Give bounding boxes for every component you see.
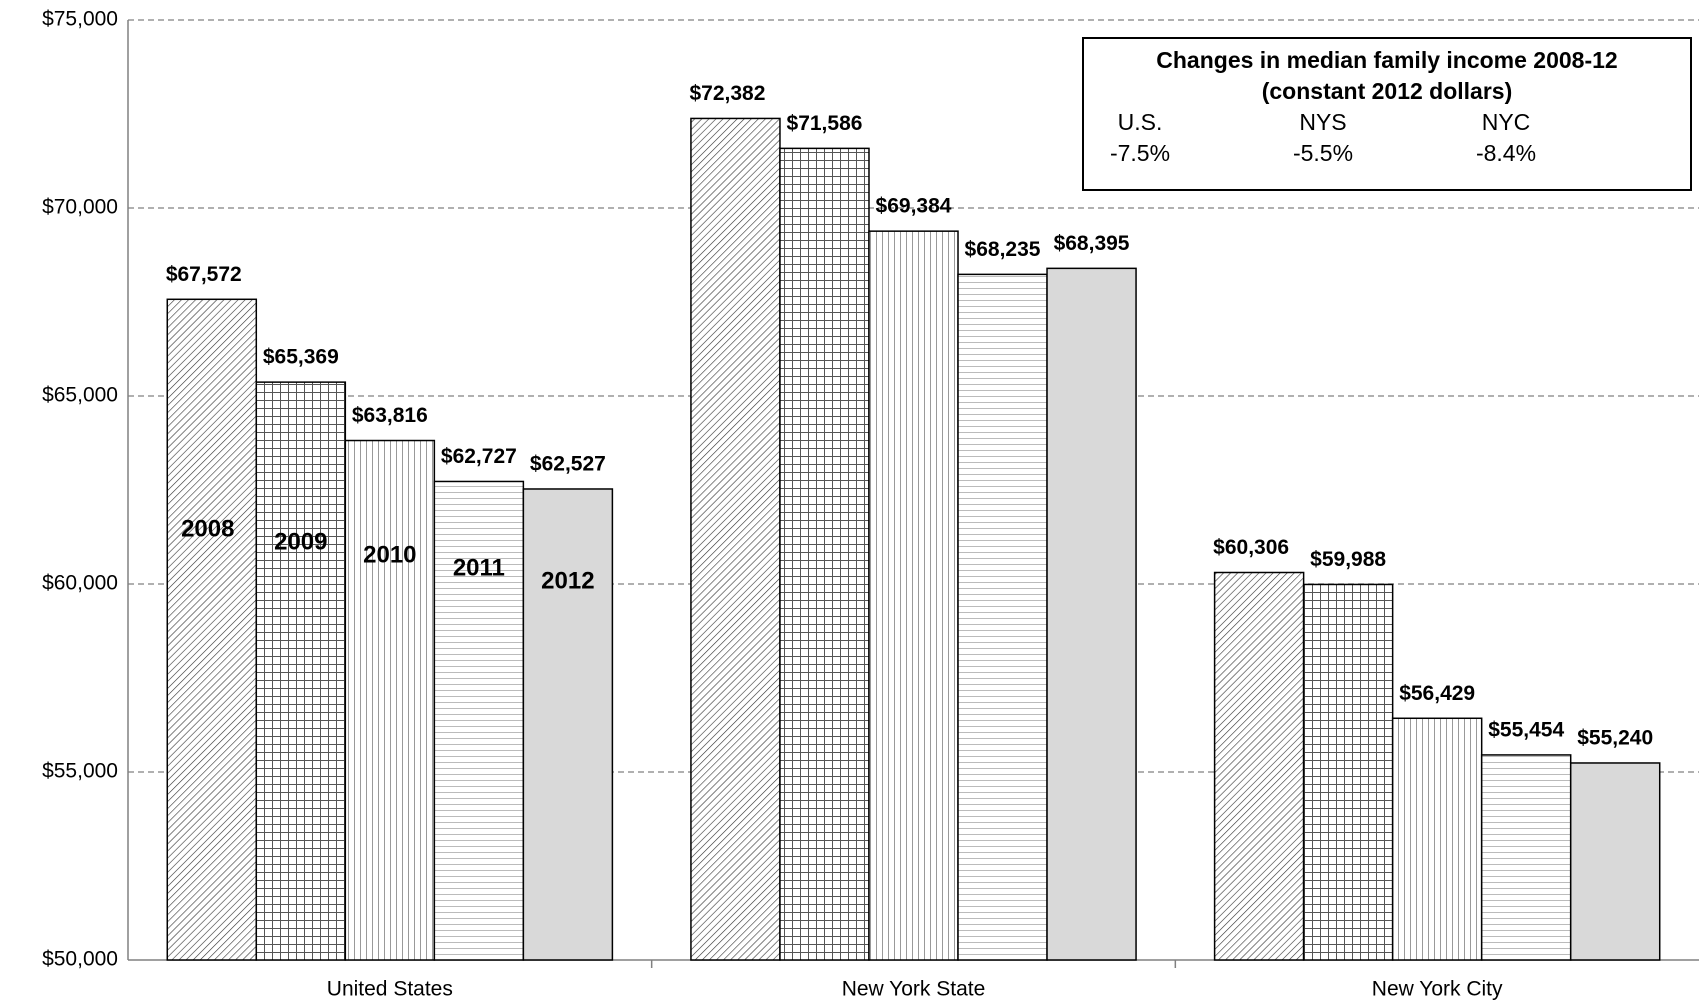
y-tick-label: $55,000 bbox=[42, 760, 118, 783]
legend-label: 2010 bbox=[363, 541, 416, 568]
bar bbox=[1480, 754, 1572, 961]
value-label: $62,527 bbox=[530, 453, 606, 476]
y-tick-label: $60,000 bbox=[42, 572, 118, 595]
legend-label: 2008 bbox=[181, 515, 234, 542]
x-tick-label: New York City bbox=[1372, 978, 1503, 1001]
value-label: $69,384 bbox=[876, 195, 952, 218]
y-tick-label: $65,000 bbox=[42, 384, 118, 407]
value-label: $71,586 bbox=[787, 112, 863, 135]
annotation-value: -5.5% bbox=[1293, 140, 1353, 166]
y-tick-label: $50,000 bbox=[42, 948, 118, 971]
y-tick-label: $70,000 bbox=[42, 196, 118, 219]
bar bbox=[1302, 583, 1394, 961]
bar bbox=[690, 117, 781, 961]
legend-label: 2011 bbox=[453, 554, 505, 581]
bar bbox=[255, 381, 347, 961]
annotation-box: Changes in median family income 2008-12 … bbox=[1082, 37, 1692, 191]
bar bbox=[868, 230, 959, 961]
annotation-value: -7.5% bbox=[1110, 140, 1170, 166]
value-label: $67,572 bbox=[166, 263, 242, 286]
annotation-subtitle: (constant 2012 dollars) bbox=[1262, 78, 1513, 104]
x-tick-label: United States bbox=[327, 978, 453, 1001]
legend-label: 2012 bbox=[541, 567, 594, 594]
value-label: $68,235 bbox=[965, 238, 1041, 261]
value-label: $62,727 bbox=[441, 445, 517, 468]
value-label: $63,816 bbox=[352, 404, 428, 427]
annotation-label: U.S. bbox=[1118, 109, 1163, 135]
bar bbox=[344, 439, 436, 961]
annotation-title: Changes in median family income 2008-12 bbox=[1156, 47, 1617, 73]
value-label: $68,395 bbox=[1054, 232, 1130, 255]
bar bbox=[779, 147, 870, 961]
value-label: $56,429 bbox=[1399, 682, 1475, 705]
annotation-label: NYC bbox=[1482, 109, 1531, 135]
bar bbox=[1213, 571, 1305, 961]
bar bbox=[522, 488, 614, 961]
bar bbox=[1046, 267, 1137, 961]
annotation-label: NYS bbox=[1299, 109, 1346, 135]
value-label: $59,988 bbox=[1310, 548, 1386, 571]
legend-label: 2009 bbox=[274, 528, 327, 555]
value-label: $60,306 bbox=[1213, 536, 1289, 559]
value-label: $55,454 bbox=[1488, 718, 1564, 741]
y-tick-label: $75,000 bbox=[42, 8, 118, 31]
annotation-frame bbox=[1082, 37, 1692, 191]
bar bbox=[166, 298, 258, 961]
value-label: $72,382 bbox=[689, 82, 765, 105]
bar bbox=[1391, 717, 1483, 961]
value-label: $55,240 bbox=[1577, 727, 1653, 750]
x-tick-label: New York State bbox=[842, 978, 986, 1001]
bar bbox=[433, 480, 525, 961]
bar bbox=[1569, 762, 1661, 961]
annotation-value: -8.4% bbox=[1476, 140, 1536, 166]
value-label: $65,369 bbox=[263, 346, 339, 369]
bar bbox=[957, 273, 1048, 961]
